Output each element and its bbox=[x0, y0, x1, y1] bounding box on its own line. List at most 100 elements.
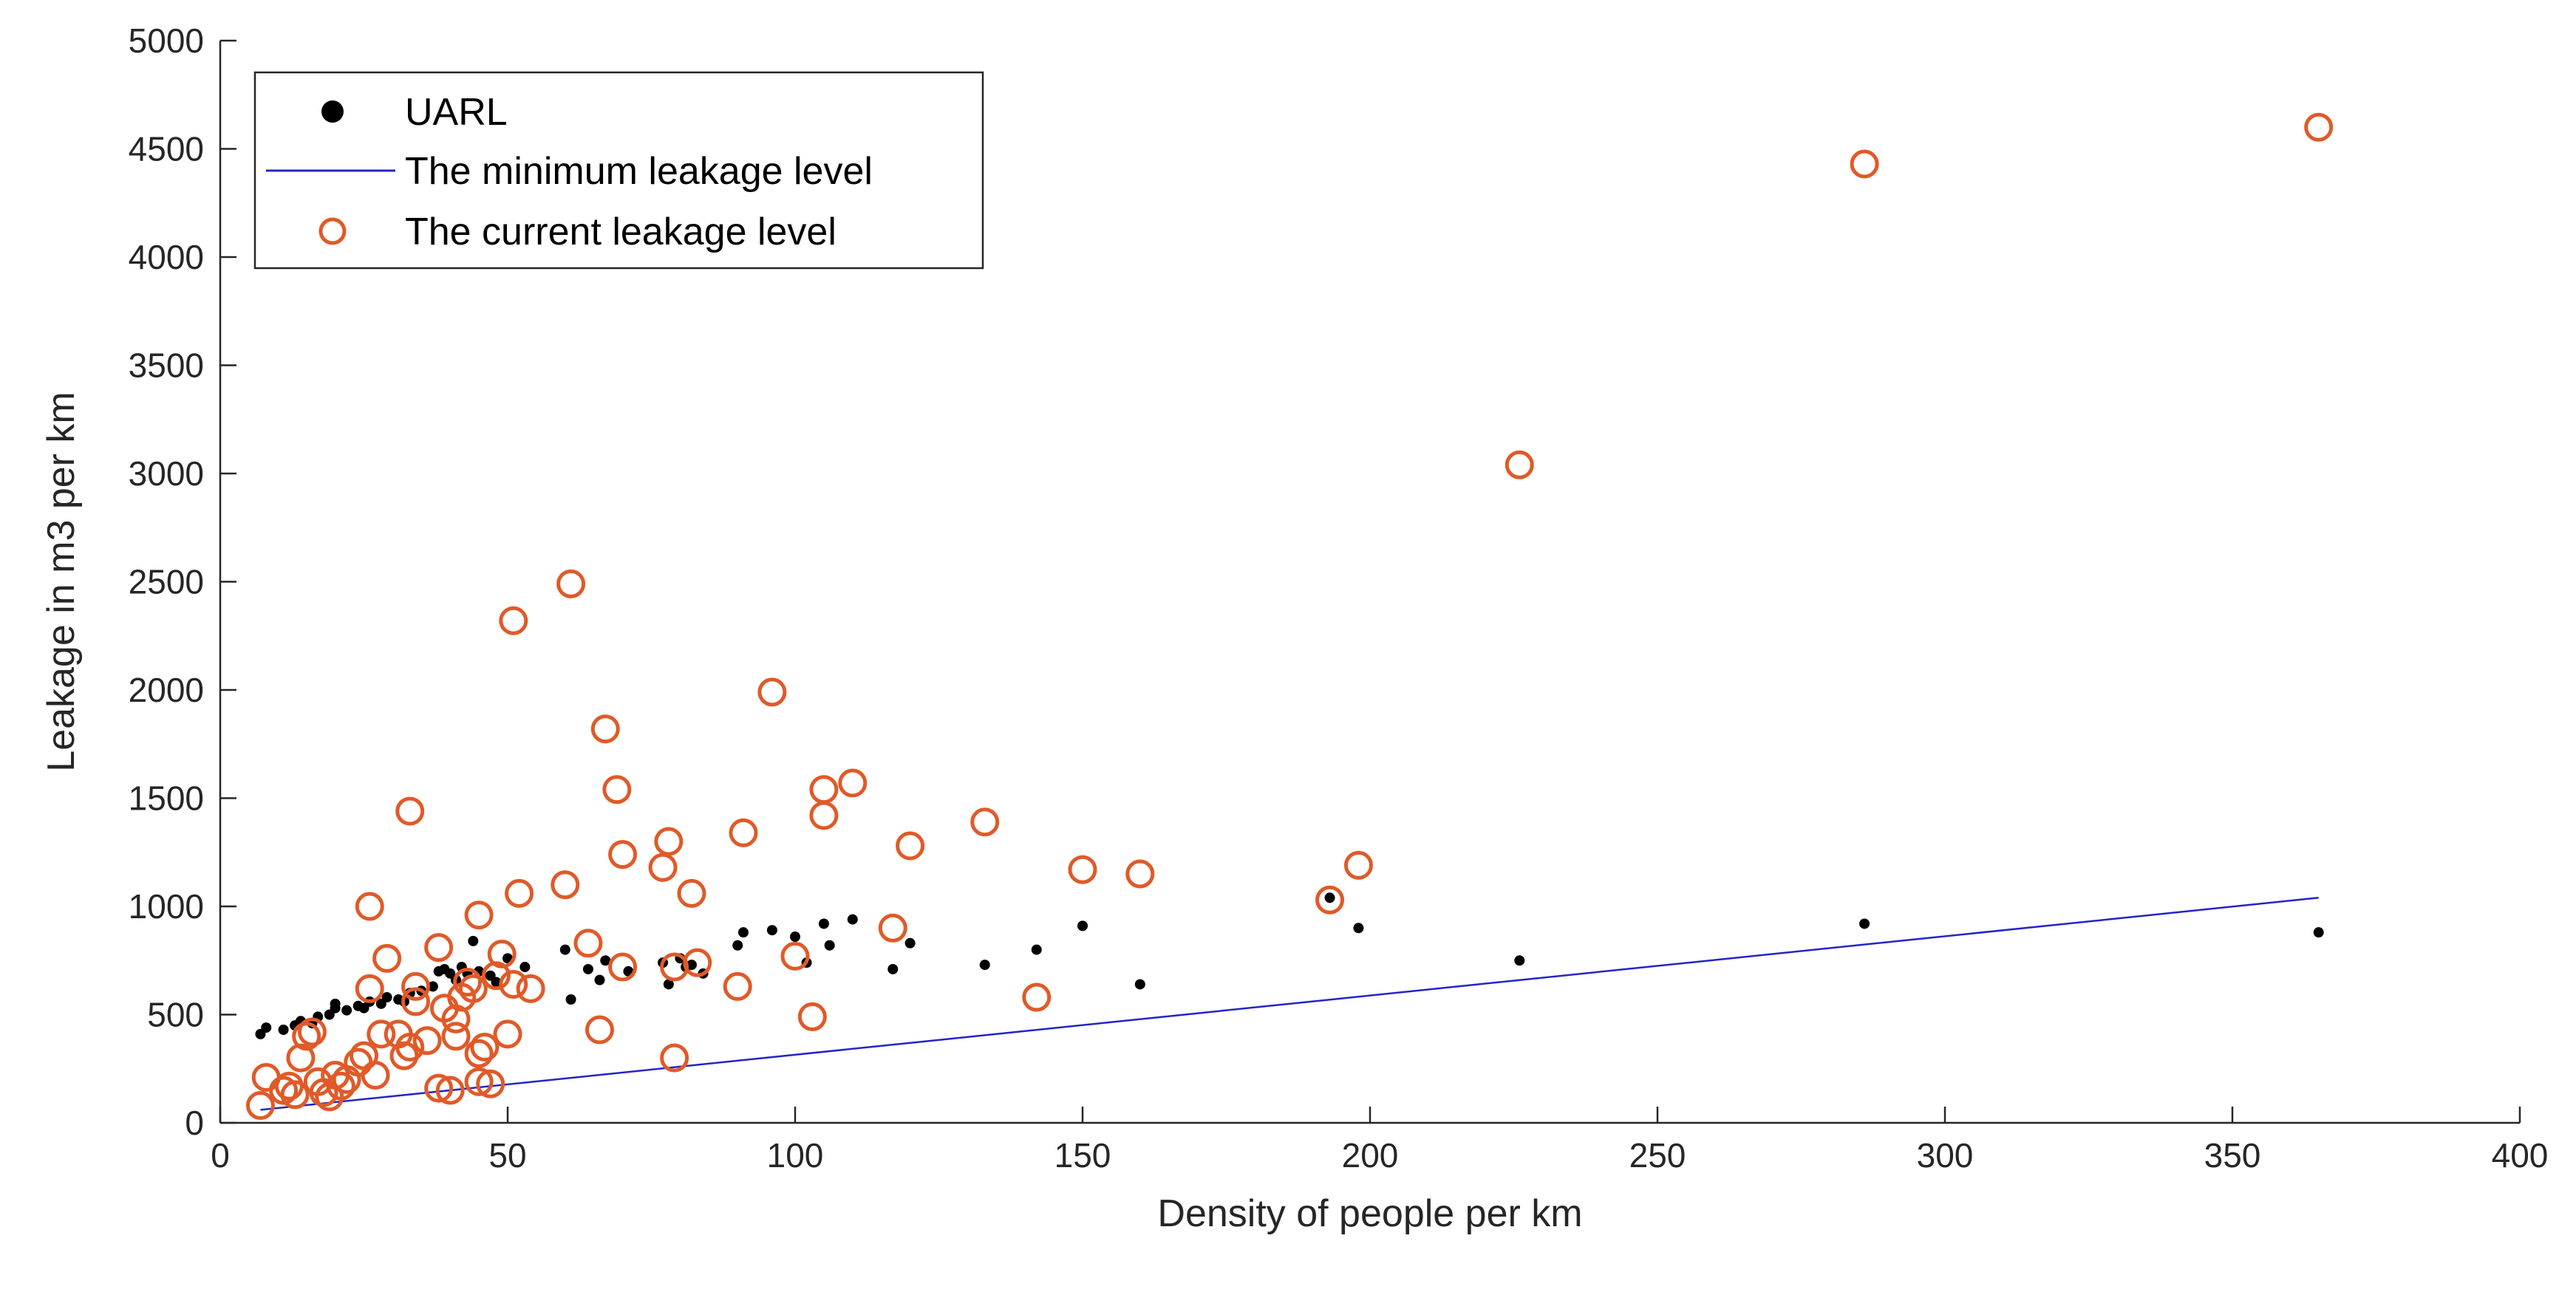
uarl-point bbox=[1134, 979, 1145, 990]
current-leakage-point bbox=[412, 1026, 442, 1056]
x-axis-label: Density of people per km bbox=[1157, 1192, 1582, 1235]
uarl-point bbox=[381, 992, 392, 1003]
uarl-point bbox=[979, 960, 990, 971]
uarl-point bbox=[686, 960, 697, 971]
uarl-point bbox=[491, 977, 502, 988]
current-leakage-point bbox=[1505, 450, 1534, 479]
x-tick-label: 400 bbox=[2492, 1136, 2549, 1175]
current-leakage-point bbox=[372, 943, 402, 973]
current-leakage-point bbox=[499, 969, 528, 999]
y-tick-label: 1500 bbox=[129, 779, 204, 818]
uarl-point bbox=[468, 935, 479, 946]
current-leakage-point bbox=[458, 974, 488, 1003]
x-tick-label: 0 bbox=[211, 1136, 230, 1175]
current-leakage-point bbox=[654, 827, 684, 856]
current-leakage-point bbox=[896, 831, 925, 861]
uarl-point bbox=[737, 927, 749, 938]
uarl-point bbox=[1031, 944, 1042, 955]
current-leakage-point bbox=[441, 1022, 471, 1051]
x-tick-label: 300 bbox=[1917, 1136, 1974, 1175]
current-leakage-point bbox=[401, 987, 431, 1016]
current-leakage-point bbox=[401, 971, 431, 1001]
current-leakage-point bbox=[464, 900, 494, 930]
uarl-point bbox=[818, 918, 829, 929]
current-leakage-point bbox=[326, 1071, 355, 1101]
uarl-point bbox=[341, 1005, 352, 1016]
current-leakage-point bbox=[453, 968, 483, 997]
current-leakage-point bbox=[970, 807, 1000, 837]
current-leakage-point bbox=[1315, 885, 1345, 915]
minimum-leakage-line bbox=[260, 897, 2319, 1111]
current-leakage-point bbox=[367, 1019, 396, 1049]
uarl-point bbox=[887, 963, 899, 974]
current-leakage-point bbox=[797, 1002, 827, 1031]
current-leakage-point bbox=[395, 1032, 425, 1062]
current-leakage-point bbox=[648, 852, 678, 882]
uarl-point bbox=[594, 974, 605, 985]
y-tick-label: 1000 bbox=[129, 887, 204, 926]
current-leakage-point bbox=[1343, 850, 1373, 880]
uarl-point bbox=[1353, 923, 1364, 934]
uarl-point bbox=[278, 1025, 289, 1036]
current-leakage-point bbox=[361, 1061, 390, 1090]
x-tick-label: 350 bbox=[2204, 1136, 2261, 1175]
legend-current-marker bbox=[318, 217, 347, 245]
current-leakage-point bbox=[590, 714, 620, 744]
x-tick-label: 100 bbox=[767, 1136, 824, 1175]
current-leakage-point bbox=[280, 1080, 310, 1110]
current-leakage-point bbox=[424, 1073, 454, 1103]
current-leakage-point bbox=[551, 870, 580, 900]
uarl-point bbox=[1859, 918, 1870, 929]
current-leakage-point bbox=[470, 1032, 500, 1062]
current-leakage-point bbox=[1068, 855, 1097, 884]
uarl-point bbox=[824, 940, 835, 951]
current-leakage-point bbox=[1125, 859, 1155, 889]
uarl-point bbox=[2313, 927, 2324, 938]
uarl-point bbox=[565, 994, 576, 1005]
uarl-point bbox=[582, 963, 593, 974]
current-leakage-point bbox=[1022, 982, 1052, 1012]
legend-label-uarl: UARL bbox=[405, 91, 508, 134]
current-leakage-point bbox=[573, 929, 603, 958]
uarl-point bbox=[663, 979, 674, 990]
current-leakage-point bbox=[608, 840, 638, 869]
current-leakage-point bbox=[297, 1017, 327, 1047]
current-leakage-point bbox=[683, 948, 712, 977]
x-tick-label: 150 bbox=[1054, 1136, 1111, 1175]
current-leakage-point bbox=[464, 1039, 494, 1068]
current-leakage-point bbox=[499, 606, 528, 635]
uarl-point bbox=[1514, 955, 1525, 966]
y-tick-label: 5000 bbox=[129, 21, 204, 60]
current-leakage-point bbox=[464, 1067, 494, 1096]
current-leakage-point bbox=[355, 892, 384, 921]
x-tick-label: 250 bbox=[1629, 1136, 1686, 1175]
y-tick-label: 3000 bbox=[129, 454, 204, 493]
current-leakage-point bbox=[516, 974, 545, 1003]
current-leakage-point bbox=[723, 971, 752, 1001]
current-leakage-point bbox=[505, 878, 534, 908]
uarl-point bbox=[732, 940, 743, 951]
legend-uarl-marker bbox=[321, 100, 344, 123]
current-leakage-point bbox=[487, 939, 517, 968]
current-leakage-point bbox=[355, 974, 384, 1003]
current-leakage-point bbox=[608, 952, 638, 982]
current-leakage-point bbox=[585, 1015, 614, 1045]
y-tick-label: 0 bbox=[185, 1104, 204, 1142]
current-leakage-point bbox=[1850, 149, 1879, 179]
current-leakage-point bbox=[729, 818, 758, 847]
current-leakage-point bbox=[424, 933, 454, 963]
uarl-point bbox=[766, 925, 777, 936]
current-leakage-point bbox=[878, 913, 907, 943]
legend-label-minimum: The minimum leakage level bbox=[405, 150, 873, 193]
uarl-point bbox=[519, 962, 531, 973]
current-leakage-point bbox=[292, 1022, 321, 1051]
plot-area bbox=[245, 112, 2334, 1121]
uarl-point bbox=[904, 937, 916, 949]
current-leakage-point bbox=[809, 801, 839, 830]
current-leakage-point bbox=[838, 768, 868, 798]
x-tick-label: 200 bbox=[1342, 1136, 1399, 1175]
current-leakage-point bbox=[395, 796, 425, 826]
uarl-point bbox=[600, 955, 611, 966]
uarl-point bbox=[790, 932, 800, 943]
